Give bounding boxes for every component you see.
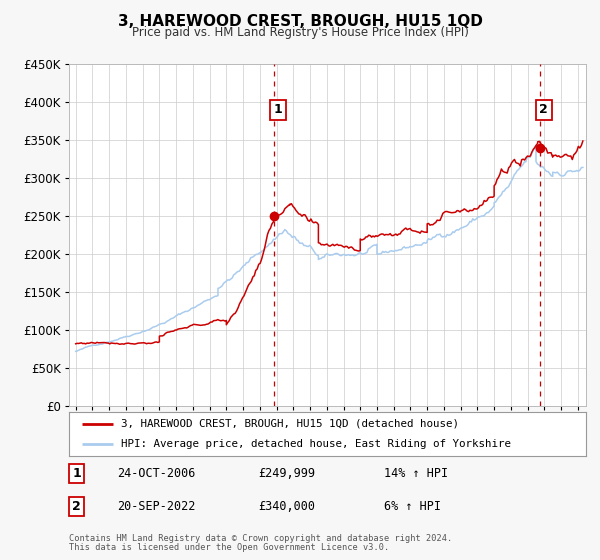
Text: HPI: Average price, detached house, East Riding of Yorkshire: HPI: Average price, detached house, East… (121, 439, 511, 449)
Text: 3, HAREWOOD CREST, BROUGH, HU15 1QD: 3, HAREWOOD CREST, BROUGH, HU15 1QD (118, 14, 482, 29)
Text: This data is licensed under the Open Government Licence v3.0.: This data is licensed under the Open Gov… (69, 543, 389, 552)
Text: 3, HAREWOOD CREST, BROUGH, HU15 1QD (detached house): 3, HAREWOOD CREST, BROUGH, HU15 1QD (det… (121, 419, 459, 429)
Text: 6% ↑ HPI: 6% ↑ HPI (384, 500, 441, 514)
Text: £249,999: £249,999 (258, 466, 315, 480)
Text: 1: 1 (274, 104, 282, 116)
Text: Contains HM Land Registry data © Crown copyright and database right 2024.: Contains HM Land Registry data © Crown c… (69, 534, 452, 543)
Text: 24-OCT-2006: 24-OCT-2006 (117, 466, 196, 480)
Text: 14% ↑ HPI: 14% ↑ HPI (384, 466, 448, 480)
Text: 20-SEP-2022: 20-SEP-2022 (117, 500, 196, 514)
Text: 2: 2 (539, 104, 548, 116)
Text: Price paid vs. HM Land Registry's House Price Index (HPI): Price paid vs. HM Land Registry's House … (131, 26, 469, 39)
Text: 1: 1 (73, 466, 81, 480)
Text: 2: 2 (73, 500, 81, 514)
Text: £340,000: £340,000 (258, 500, 315, 514)
